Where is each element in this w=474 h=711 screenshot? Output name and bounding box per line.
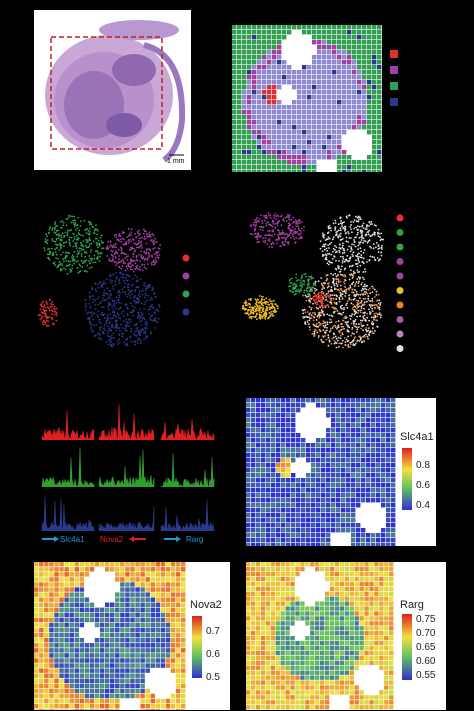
slc4a1-expression-panel: Slc4a1 0.8 0.6 0.4 [246, 398, 436, 546]
legend-swatch [396, 287, 404, 294]
nova2-spatial-grid [34, 562, 186, 710]
rarg-colorbar: Rarg 0.75 0.70 0.65 0.60 0.55 [400, 599, 436, 681]
cluster-legend-b [388, 48, 402, 108]
gene-label-nova2: Nova2 [100, 535, 124, 544]
coverage-track [41, 496, 95, 532]
legend-swatch [396, 243, 404, 251]
legend-swatch [396, 272, 404, 280]
colorbar-title: Nova2 [190, 599, 222, 611]
legend-swatch [182, 254, 190, 262]
coverage-track [98, 404, 155, 441]
rarg-spatial-grid [246, 562, 394, 710]
colorbar-tick: 0.7 [206, 626, 220, 637]
legend-swatch [390, 82, 398, 90]
coverage-track [160, 418, 215, 441]
legend-swatch [396, 229, 404, 236]
scale-bar-label: 1 mm [167, 158, 185, 165]
colorbar-title: Rarg [400, 599, 424, 611]
spatial-cluster-panel [232, 25, 382, 172]
colorbar-tick: 0.5 [206, 672, 220, 683]
colorbar-tick: 0.4 [416, 500, 430, 511]
spatial-cluster-grid [232, 25, 382, 172]
legend-swatch [396, 258, 404, 265]
genome-track-panel: Slc4a1 Nova2 Rarg [34, 385, 219, 555]
rarg-expression-panel: Rarg 0.75 0.70 0.65 0.60 0.55 [246, 562, 446, 710]
he-tissue-panel: 1 mm [34, 10, 191, 170]
umap-panel-d [232, 200, 392, 360]
slc4a1-arrow-icon [42, 536, 59, 542]
colorbar-tick: 0.75 [416, 614, 436, 625]
legend-swatch [396, 316, 404, 323]
colorbar-tick: 0.55 [416, 670, 436, 681]
colorbar-tick: 0.70 [416, 628, 436, 639]
rarg-arrow-icon [164, 536, 181, 542]
coverage-track [41, 447, 95, 488]
coverage-track [98, 449, 155, 487]
colorbar-tick: 0.8 [416, 460, 430, 471]
legend-swatch [396, 214, 404, 222]
umap-panel-c [34, 205, 174, 355]
legend-swatch [390, 66, 398, 74]
legend-swatch [182, 272, 190, 280]
he-tissue-image [45, 20, 186, 163]
gene-label-slc4a1: Slc4a1 [60, 535, 85, 544]
slc4a1-spatial-grid [246, 398, 396, 546]
colorbar-tick: 0.6 [416, 480, 430, 491]
legend-swatch [396, 301, 404, 309]
colorbar-title: Slc4a1 [400, 431, 434, 443]
gene-annotation-row: Slc4a1 Nova2 Rarg [42, 535, 203, 544]
nova2-colorbar: Nova2 0.7 0.6 0.5 [190, 599, 222, 683]
legend-swatch [390, 98, 398, 106]
cluster-legend-d [394, 212, 406, 352]
legend-swatch [396, 330, 404, 338]
legend-swatch [182, 308, 190, 316]
cluster-legend-c [180, 252, 192, 316]
legend-swatch [396, 345, 404, 352]
umap-scatter-d [241, 212, 385, 349]
genome-tracks: Slc4a1 Nova2 Rarg [41, 404, 215, 544]
coverage-track [160, 499, 215, 532]
umap-scatter-c [37, 214, 162, 348]
legend-swatch [390, 50, 398, 58]
gene-label-rarg: Rarg [186, 535, 203, 544]
nova2-expression-panel: Nova2 0.7 0.6 0.5 [34, 562, 230, 710]
legend-swatch [182, 290, 190, 298]
slc4a1-colorbar: Slc4a1 0.8 0.6 0.4 [400, 431, 434, 511]
colorbar-tick: 0.65 [416, 642, 436, 653]
colorbar-tick: 0.6 [206, 649, 220, 660]
coverage-track [41, 410, 95, 441]
nova2-arrow-icon [129, 536, 146, 542]
coverage-track [98, 506, 155, 532]
coverage-track [160, 453, 215, 488]
colorbar-tick: 0.60 [416, 656, 436, 667]
